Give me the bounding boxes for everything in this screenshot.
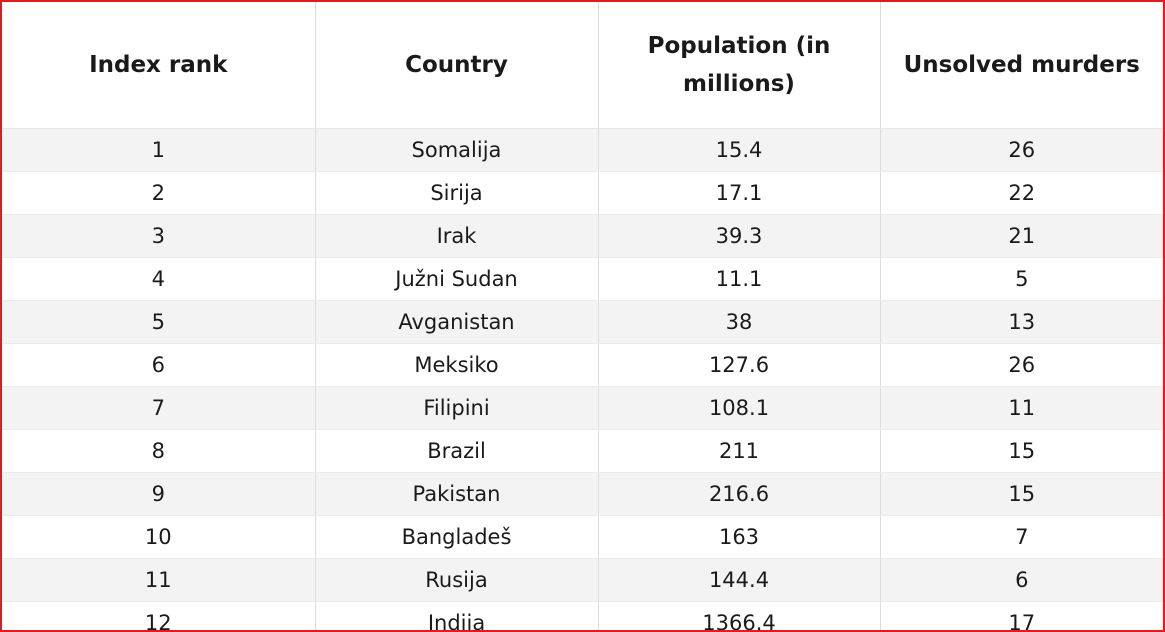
header-index-rank: Index rank xyxy=(2,2,315,129)
cell-unsolved-murders: 21 xyxy=(879,214,1163,258)
cell-country: Irak xyxy=(314,214,598,258)
table-row: 12 Indija 1366.4 17 xyxy=(2,601,1163,630)
cell-unsolved-murders: 22 xyxy=(879,171,1163,215)
cell-population: 38 xyxy=(597,300,880,344)
table-row: 4 Južni Sudan 11.1 5 xyxy=(2,257,1163,301)
cell-unsolved-murders: 6 xyxy=(879,558,1163,602)
table-row: 1 Somalija 15.4 26 xyxy=(2,128,1163,172)
cell-country: Filipini xyxy=(314,386,598,430)
cell-index-rank: 3 xyxy=(2,214,315,258)
table-row: 3 Irak 39.3 21 xyxy=(2,214,1163,258)
cell-unsolved-murders: 26 xyxy=(879,343,1163,387)
table-row: 5 Avganistan 38 13 xyxy=(2,300,1163,344)
cell-country: Meksiko xyxy=(314,343,598,387)
header-population: Population (in millions) xyxy=(597,2,880,129)
cell-index-rank: 10 xyxy=(2,515,315,559)
cell-index-rank: 11 xyxy=(2,558,315,602)
table-row: 7 Filipini 108.1 11 xyxy=(2,386,1163,430)
cell-country: Južni Sudan xyxy=(314,257,598,301)
cell-unsolved-murders: 17 xyxy=(879,601,1163,630)
table-row: 9 Pakistan 216.6 15 xyxy=(2,472,1163,516)
header-unsolved-murders: Unsolved murders xyxy=(879,2,1163,129)
header-country: Country xyxy=(314,2,598,129)
table-row: 8 Brazil 211 15 xyxy=(2,429,1163,473)
cell-unsolved-murders: 7 xyxy=(879,515,1163,559)
cell-country: Bangladeš xyxy=(314,515,598,559)
cell-population: 39.3 xyxy=(597,214,880,258)
cell-country: Brazil xyxy=(314,429,598,473)
cell-population: 1366.4 xyxy=(597,601,880,630)
table-row: 6 Meksiko 127.6 26 xyxy=(2,343,1163,387)
cell-unsolved-murders: 15 xyxy=(879,429,1163,473)
cell-country: Somalija xyxy=(314,128,598,172)
table-row: 11 Rusija 144.4 6 xyxy=(2,558,1163,602)
cell-population: 11.1 xyxy=(597,257,880,301)
cell-population: 216.6 xyxy=(597,472,880,516)
cell-country: Pakistan xyxy=(314,472,598,516)
table-body: 1 Somalija 15.4 26 2 Sirija 17.1 22 3 Irak 39.3 21 4… xyxy=(2,128,1163,630)
cell-index-rank: 4 xyxy=(2,257,315,301)
cell-country: Sirija xyxy=(314,171,598,215)
cell-unsolved-murders: 13 xyxy=(879,300,1163,344)
cell-unsolved-murders: 15 xyxy=(879,472,1163,516)
cell-index-rank: 9 xyxy=(2,472,315,516)
cell-index-rank: 5 xyxy=(2,300,315,344)
cell-index-rank: 7 xyxy=(2,386,315,430)
cell-index-rank: 1 xyxy=(2,128,315,172)
cell-country: Indija xyxy=(314,601,598,630)
cell-population: 163 xyxy=(597,515,880,559)
cell-population: 127.6 xyxy=(597,343,880,387)
cell-population: 17.1 xyxy=(597,171,880,215)
cell-index-rank: 6 xyxy=(2,343,315,387)
table-header: Index rank Country Population (in millio… xyxy=(2,2,1163,129)
cell-population: 211 xyxy=(597,429,880,473)
header-row: Index rank Country Population (in millio… xyxy=(2,2,1163,129)
cell-country: Rusija xyxy=(314,558,598,602)
cell-index-rank: 8 xyxy=(2,429,315,473)
cell-population: 144.4 xyxy=(597,558,880,602)
cell-index-rank: 12 xyxy=(2,601,315,630)
cell-population: 15.4 xyxy=(597,128,880,172)
cell-index-rank: 2 xyxy=(2,171,315,215)
cell-unsolved-murders: 11 xyxy=(879,386,1163,430)
cell-population: 108.1 xyxy=(597,386,880,430)
cell-unsolved-murders: 5 xyxy=(879,257,1163,301)
cell-country: Avganistan xyxy=(314,300,598,344)
table-row: 2 Sirija 17.1 22 xyxy=(2,171,1163,215)
table-row: 10 Bangladeš 163 7 xyxy=(2,515,1163,559)
cell-unsolved-murders: 26 xyxy=(879,128,1163,172)
